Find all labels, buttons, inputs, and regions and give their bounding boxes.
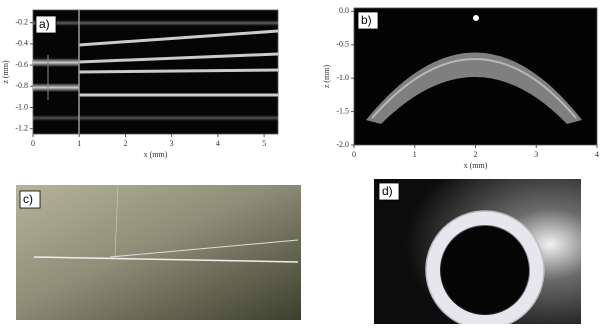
panel-label-box xyxy=(19,190,41,209)
x-tick-label: 0 xyxy=(352,150,356,159)
photo-c xyxy=(16,184,301,320)
panel-label: a) xyxy=(39,17,50,31)
x-axis-label: x (mm) xyxy=(144,150,168,159)
y-tick-label: -0.6 xyxy=(15,60,28,69)
x-tick-label: 1 xyxy=(77,139,81,148)
x-tick-label: 3 xyxy=(170,139,174,148)
y-tick-label: -1.2 xyxy=(15,124,28,133)
y-tick-label: -0.4 xyxy=(15,39,28,48)
panel-label-box xyxy=(357,11,379,30)
x-axis-label: x (mm) xyxy=(464,161,488,170)
panel-label: d) xyxy=(382,184,393,198)
x-tick-label: 5 xyxy=(262,139,266,148)
x-tick-label: 3 xyxy=(534,150,538,159)
oct-image-b xyxy=(353,7,598,146)
panel-label-box xyxy=(35,15,57,34)
y-tick-label: -1.0 xyxy=(15,102,28,111)
x-tick-label: 4 xyxy=(216,139,220,148)
oct-image-a xyxy=(32,9,279,135)
panel-label: c) xyxy=(23,192,33,206)
y-tick-label: -0.2 xyxy=(15,18,28,27)
x-tick-label: 0 xyxy=(31,139,35,148)
x-tick-label: 2 xyxy=(123,139,127,148)
y-tick-label: -2.0 xyxy=(336,140,349,149)
x-tick-label: 1 xyxy=(413,150,417,159)
y-axis-label: z (mm) xyxy=(1,60,10,84)
y-tick-label: -0.5 xyxy=(336,40,349,49)
x-tick-label: 4 xyxy=(595,150,599,159)
y-tick-label: 0.0 xyxy=(339,6,349,15)
x-tick-label: 2 xyxy=(474,150,478,159)
y-tick-label: -1.0 xyxy=(336,73,349,82)
y-tick-label: -1.5 xyxy=(336,106,349,115)
photo-d xyxy=(374,179,581,329)
y-tick-label: -0.8 xyxy=(15,81,28,90)
panel-label-box xyxy=(378,182,400,201)
panel-label: b) xyxy=(361,13,372,27)
y-axis-label: z (mm) xyxy=(322,65,331,89)
